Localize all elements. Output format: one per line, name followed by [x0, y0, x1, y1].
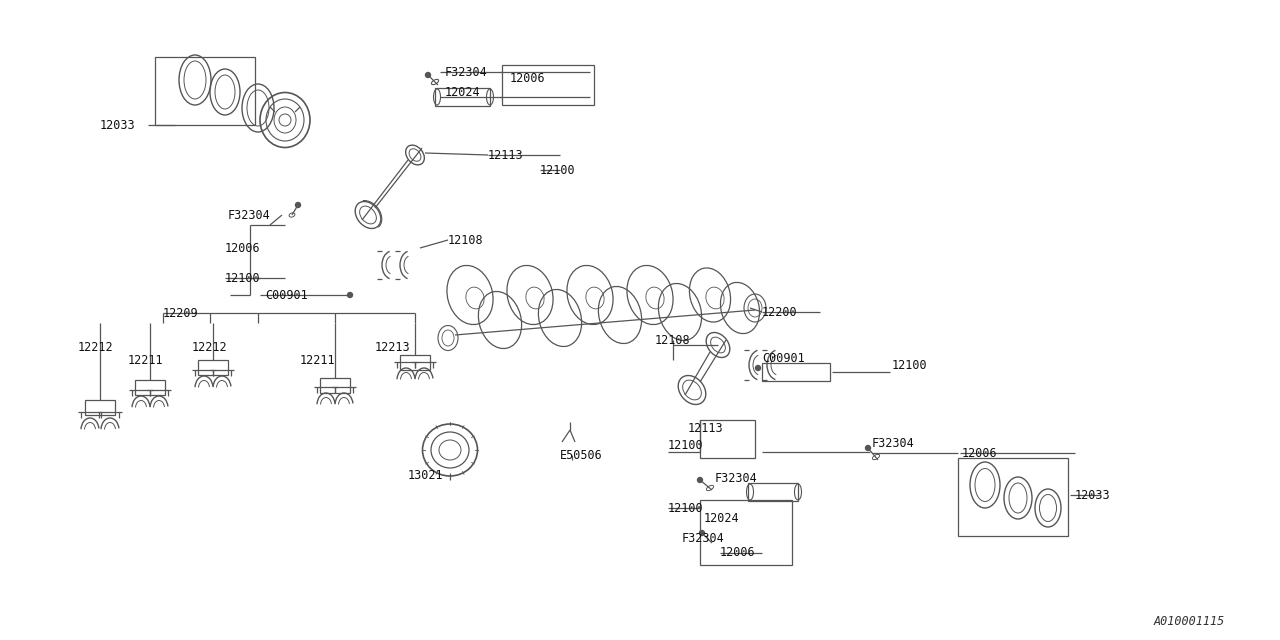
Bar	[700, 420, 755, 458]
Text: 12209: 12209	[163, 307, 198, 319]
Text: 12212: 12212	[192, 340, 228, 353]
Bar	[957, 458, 1068, 536]
Bar	[762, 363, 829, 381]
Text: 12006: 12006	[721, 547, 755, 559]
Circle shape	[699, 531, 704, 536]
Text: 12100: 12100	[892, 358, 928, 371]
Bar	[700, 500, 792, 565]
Text: F32304: F32304	[228, 209, 271, 221]
Bar	[320, 378, 349, 393]
Text: 12024: 12024	[445, 86, 480, 99]
Text: E50506: E50506	[561, 449, 603, 461]
Text: 12033: 12033	[100, 118, 136, 131]
Text: F32304: F32304	[716, 472, 758, 484]
Circle shape	[296, 202, 301, 207]
Circle shape	[347, 292, 352, 298]
Bar	[435, 88, 490, 106]
Bar	[155, 57, 255, 125]
Bar	[84, 400, 115, 415]
Text: 12108: 12108	[448, 234, 484, 246]
Text: C00901: C00901	[762, 351, 805, 365]
Text: A010001115: A010001115	[1153, 615, 1225, 628]
Bar	[502, 65, 594, 105]
Circle shape	[698, 477, 703, 483]
Circle shape	[755, 365, 760, 371]
Circle shape	[865, 445, 870, 451]
Text: 12113: 12113	[488, 148, 524, 161]
Text: 12006: 12006	[963, 447, 997, 460]
Bar	[748, 483, 797, 501]
Circle shape	[425, 72, 430, 77]
Text: C00901: C00901	[265, 289, 307, 301]
Text: 12211: 12211	[300, 353, 335, 367]
Bar	[134, 380, 165, 395]
Text: 12100: 12100	[540, 163, 576, 177]
Text: 12100: 12100	[225, 271, 261, 285]
Text: 12024: 12024	[704, 511, 740, 525]
Text: 12033: 12033	[1075, 488, 1111, 502]
Text: 12211: 12211	[128, 353, 164, 367]
Text: 12213: 12213	[375, 340, 411, 353]
Text: F32304: F32304	[872, 436, 915, 449]
Bar	[198, 360, 228, 375]
Text: 12200: 12200	[762, 305, 797, 319]
Text: 12212: 12212	[78, 340, 114, 353]
Text: F32304: F32304	[445, 65, 488, 79]
Text: 13021: 13021	[407, 468, 443, 481]
Text: 12006: 12006	[225, 241, 261, 255]
Text: 12006: 12006	[509, 72, 545, 84]
Text: 12113: 12113	[689, 422, 723, 435]
Text: 12100: 12100	[668, 502, 704, 515]
Text: 12100: 12100	[668, 438, 704, 451]
Bar	[401, 355, 430, 370]
Text: 12108: 12108	[655, 333, 691, 346]
Text: F32304: F32304	[682, 531, 724, 545]
